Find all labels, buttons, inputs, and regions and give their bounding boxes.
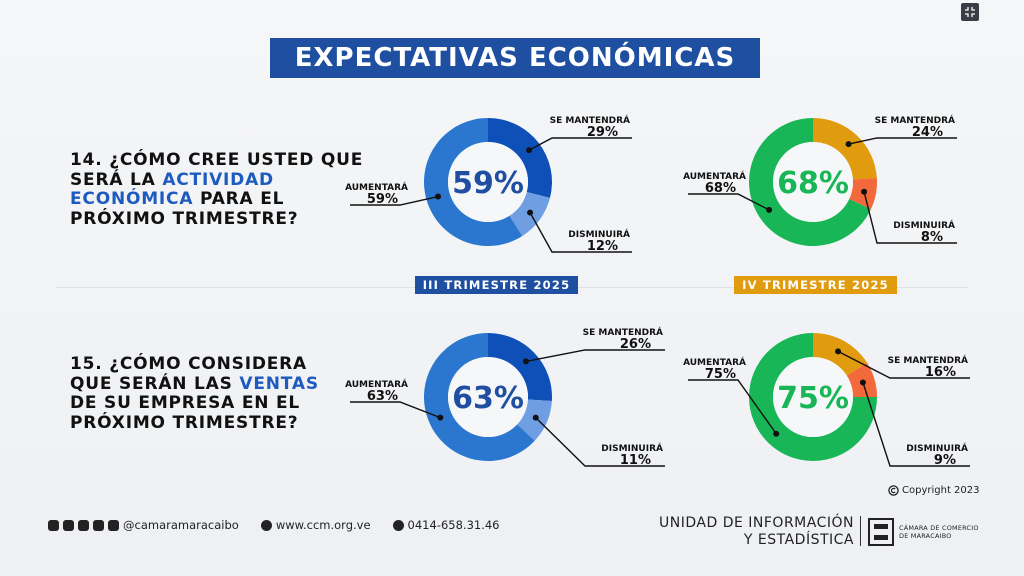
question-14: 14. ¿CÓMO CREE USTED QUE SERÁ LA ACTIVIDA… xyxy=(70,150,364,229)
leader-line xyxy=(688,379,777,435)
leader-line xyxy=(837,350,970,379)
donut-slice-aumentara xyxy=(424,333,535,461)
question-highlight: VENTAS xyxy=(239,373,319,394)
category-label: DISMINUIRÁ xyxy=(906,442,968,454)
question-text: QUE SERÁN LAS xyxy=(70,373,240,394)
x-icon[interactable] xyxy=(108,519,119,531)
question-text: PRÓXIMO TRIMESTRE? xyxy=(70,412,299,433)
category-label: SE MANTENDRÁ xyxy=(583,326,663,338)
copyright-icon xyxy=(888,485,899,496)
value-label: 29% xyxy=(587,125,618,140)
value-label: 11% xyxy=(620,453,651,468)
page-title: EXPECTATIVAS ECONÓMICAS xyxy=(270,38,760,78)
facebook-icon[interactable] xyxy=(63,519,74,531)
collapse-icon[interactable] xyxy=(961,3,979,21)
donut-slice-mantendra xyxy=(813,118,877,180)
phone-number: 0414-658.31.46 xyxy=(407,518,500,532)
value-label: 63% xyxy=(367,389,398,404)
leader-line xyxy=(529,212,632,253)
donut-center-label: 63% xyxy=(452,381,524,416)
donut-center-label: 59% xyxy=(452,166,524,201)
leader-line xyxy=(525,349,665,363)
web-icon xyxy=(260,519,272,531)
value-label: 75% xyxy=(705,367,736,382)
category-label: DISMINUIRÁ xyxy=(568,228,630,240)
unit-name: UNIDAD DE INFORMACIÓN Y ESTADÍSTICA xyxy=(659,515,854,548)
category-label: SE MANTENDRÁ xyxy=(888,354,968,366)
website-link[interactable]: www.ccm.org.ve xyxy=(275,518,371,532)
value-label: 68% xyxy=(705,181,736,196)
camara-name: CÁMARA DE COMERCIO DE MARACAIBO xyxy=(899,524,979,540)
question-text: PRÓXIMO TRIMESTRE? xyxy=(70,208,299,229)
question-text: DE SU EMPRESA EN EL xyxy=(70,393,301,413)
donut-slice-aumentara xyxy=(424,118,523,246)
social-handle[interactable]: @camaramaracaibo xyxy=(123,518,239,532)
leader-line xyxy=(528,137,632,151)
period-tag-iii: III TRIMESTRE 2025 xyxy=(415,276,578,294)
period-tag-iv: IV TRIMESTRE 2025 xyxy=(734,276,897,294)
leader-line xyxy=(863,191,957,244)
value-label: 9% xyxy=(934,453,956,468)
donut-center-label: 68% xyxy=(777,166,849,201)
value-label: 16% xyxy=(925,365,956,380)
donut-hole xyxy=(773,142,853,222)
question-highlight: ACTIVIDAD xyxy=(162,169,274,190)
footer-separator xyxy=(860,516,861,546)
value-label: 8% xyxy=(921,230,943,245)
category-label: AUMENTARÁ xyxy=(683,170,746,182)
camara-logo xyxy=(868,518,894,546)
leader-line xyxy=(350,195,439,206)
footer-contact: @camaramaracaibo www.ccm.org.ve 0414-658… xyxy=(48,518,500,532)
question-text: 14. ¿CÓMO CREE USTED QUE xyxy=(70,150,364,170)
value-label: 24% xyxy=(912,125,943,140)
question-text: SERÁ LA xyxy=(70,169,163,190)
donut-hole xyxy=(448,142,528,222)
category-label: SE MANTENDRÁ xyxy=(550,114,630,126)
category-label: AUMENTARÁ xyxy=(345,378,408,390)
category-label: AUMENTARÁ xyxy=(683,356,746,368)
value-label: 12% xyxy=(587,239,618,254)
donut-hole xyxy=(773,357,853,437)
donut-slice-aumentara xyxy=(749,118,871,246)
value-label: 59% xyxy=(367,192,398,207)
category-label: AUMENTARÁ xyxy=(345,181,408,193)
donut-slice-mantendra xyxy=(488,333,552,402)
question-highlight: ECONÓMICA xyxy=(70,189,194,209)
leader-line xyxy=(535,417,665,467)
whatsapp-icon xyxy=(392,519,404,531)
copyright: Copyright 2023 xyxy=(888,485,980,496)
category-label: DISMINUIRÁ xyxy=(893,219,955,231)
leader-line xyxy=(688,193,770,211)
donut-slice-mantendra xyxy=(488,118,552,198)
youtube-icon[interactable] xyxy=(78,519,89,531)
leader-line xyxy=(350,401,441,419)
donut-hole xyxy=(448,357,528,437)
value-label: 26% xyxy=(620,337,651,352)
donut-slice-aumentara xyxy=(749,333,877,461)
category-label: SE MANTENDRÁ xyxy=(875,114,955,126)
category-label: DISMINUIRÁ xyxy=(601,442,663,454)
question-text: PARA EL xyxy=(193,189,285,209)
leader-line xyxy=(848,137,957,145)
donut-center-label: 75% xyxy=(777,381,849,416)
threads-icon[interactable] xyxy=(93,519,104,531)
question-text: 15. ¿CÓMO CONSIDERA xyxy=(70,354,308,374)
donut-slice-mantendra xyxy=(813,333,868,376)
question-15: 15. ¿CÓMO CONSIDERA QUE SERÁN LAS VENTAS D… xyxy=(70,354,319,433)
leader-dot xyxy=(835,348,842,355)
instagram-icon[interactable] xyxy=(48,519,59,531)
leader-line xyxy=(862,382,970,467)
